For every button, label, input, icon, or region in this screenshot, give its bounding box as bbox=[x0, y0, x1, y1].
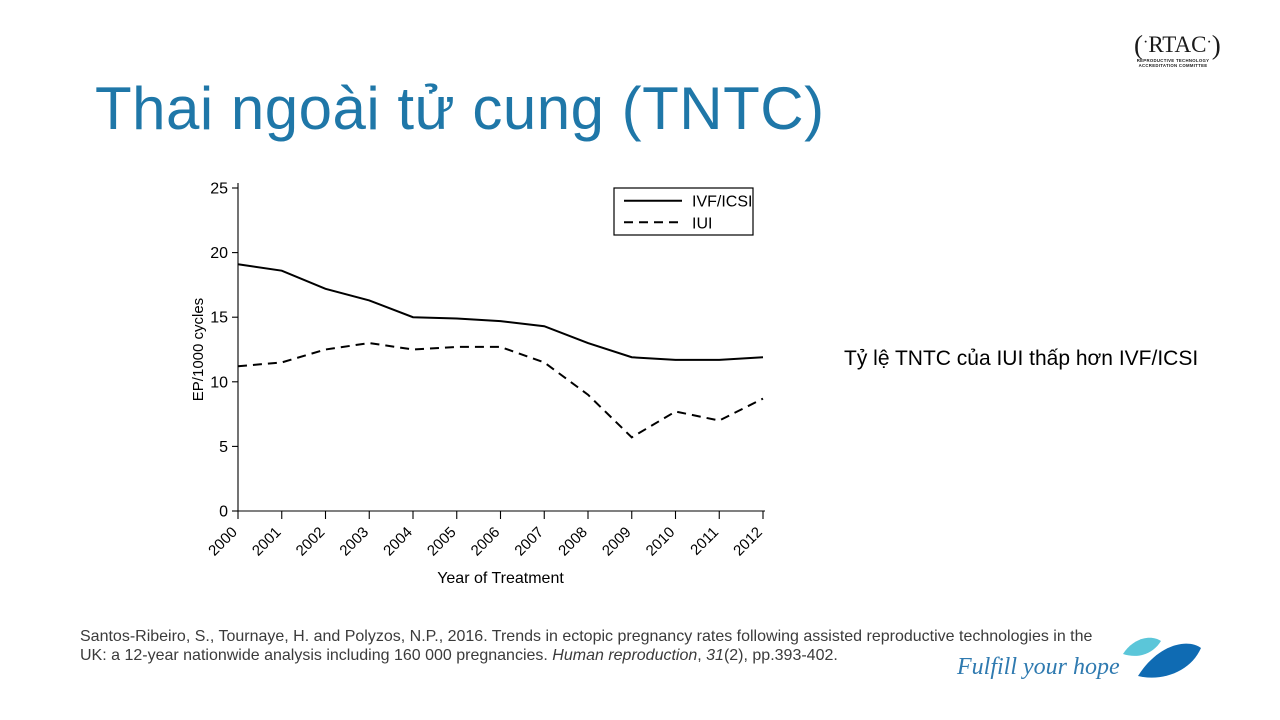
svg-text:0: 0 bbox=[219, 504, 228, 521]
svg-text:IUI: IUI bbox=[692, 215, 712, 232]
svg-text:25: 25 bbox=[210, 181, 228, 198]
svg-text:5: 5 bbox=[219, 439, 228, 456]
svg-text:2003: 2003 bbox=[336, 524, 372, 560]
svg-text:20: 20 bbox=[210, 245, 228, 262]
svg-text:2004: 2004 bbox=[380, 524, 416, 560]
svg-text:2012: 2012 bbox=[730, 524, 766, 560]
svg-text:EP/1000 cycles: EP/1000 cycles bbox=[190, 298, 207, 401]
svg-text:2000: 2000 bbox=[205, 524, 241, 560]
svg-text:2010: 2010 bbox=[643, 524, 679, 560]
svg-text:2001: 2001 bbox=[249, 524, 285, 560]
svg-text:2002: 2002 bbox=[293, 524, 329, 560]
svg-text:2008: 2008 bbox=[555, 524, 591, 560]
svg-text:2006: 2006 bbox=[468, 524, 504, 560]
svg-text:2005: 2005 bbox=[424, 524, 460, 560]
svg-text:10: 10 bbox=[210, 374, 228, 391]
svg-text:IVF/ICSI: IVF/ICSI bbox=[692, 194, 752, 211]
svg-text:2007: 2007 bbox=[511, 524, 547, 560]
svg-text:15: 15 bbox=[210, 310, 228, 327]
svg-text:2011: 2011 bbox=[687, 524, 722, 559]
svg-text:2009: 2009 bbox=[599, 524, 635, 560]
svg-text:Year of Treatment: Year of Treatment bbox=[437, 570, 564, 587]
